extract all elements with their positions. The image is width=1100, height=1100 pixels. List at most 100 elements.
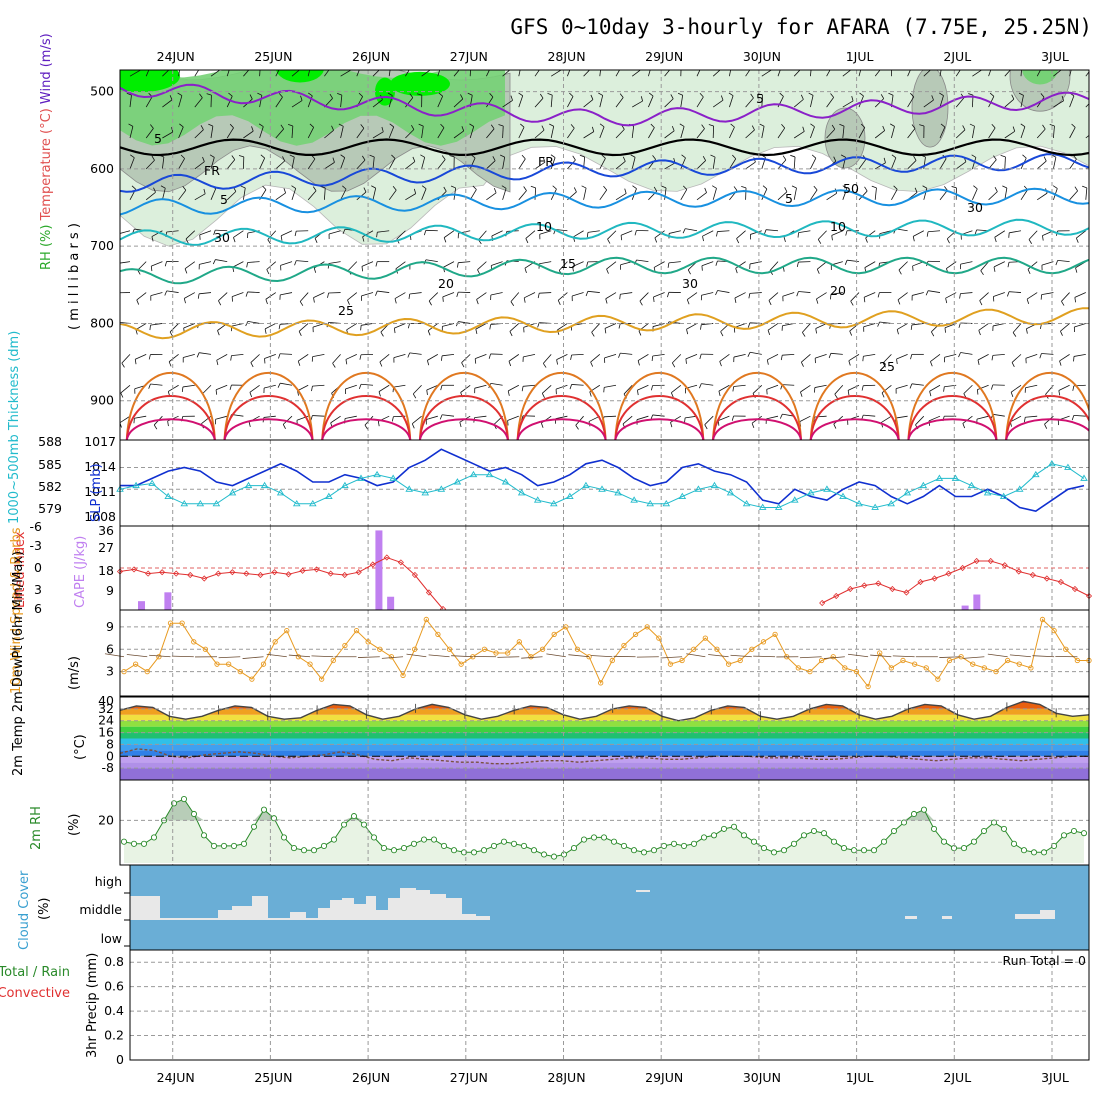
wind-barb [453, 98, 464, 108]
wind-barb-flag [730, 123, 735, 128]
wind-barb [668, 261, 681, 264]
wind-barb-flag [1012, 126, 1016, 132]
wind-barb-flag [363, 187, 367, 193]
wind-speed-point [388, 654, 395, 660]
wind-barb-flag [815, 328, 817, 334]
wind-barb [863, 353, 876, 357]
wind-barb [356, 159, 366, 170]
wind-barb [907, 128, 916, 139]
wind-barb-flag [1011, 362, 1015, 368]
wind-barb-flag [637, 390, 639, 396]
wind-barb [923, 188, 928, 200]
wind-barb-flag [833, 423, 837, 429]
wind-barb [150, 383, 163, 386]
wind-barb-flag [671, 362, 676, 368]
wind-barb [945, 292, 957, 299]
wind-barb [169, 323, 179, 333]
wind-barb-flag [1040, 93, 1045, 98]
wind-barb [150, 292, 163, 297]
wind-barb-flag [456, 292, 459, 298]
wind-barb [696, 96, 704, 108]
wind-barb [298, 323, 309, 332]
wind-barb [428, 292, 439, 302]
temperature-band [120, 738, 1089, 745]
wind-barb-flag [911, 124, 916, 129]
precip-legend-total: Total / Rain [0, 965, 70, 980]
wind-barb-flag [313, 267, 317, 273]
wind-barb-flag [233, 237, 236, 243]
wind-barb-flag [831, 124, 836, 130]
wind-barb [178, 126, 184, 139]
wind-barb-flag [507, 420, 509, 426]
wind-barb-flag [710, 154, 716, 158]
wind-barb [897, 292, 908, 301]
wind-barb [955, 161, 967, 170]
wind-barb [712, 188, 717, 200]
cloud-ylabel: Cloud Cover [17, 870, 32, 950]
wind-barb [412, 415, 422, 425]
wind-barb [782, 292, 795, 297]
warm-contour [614, 418, 705, 440]
chart-title: GFS 0~10day 3-hourly for AFARA (7.75E, 2… [510, 15, 1092, 39]
wind-barb [978, 323, 989, 331]
wind-barb-flag [701, 124, 705, 129]
wind-speed-point [353, 627, 360, 634]
surface-barb [242, 656, 264, 659]
slp-grid [120, 440, 1089, 526]
rh-point [830, 838, 838, 845]
wind-barb [502, 157, 506, 169]
wind-barb-flag [131, 185, 136, 190]
thickness-point [1015, 485, 1024, 492]
wind-barb [664, 187, 667, 200]
wind-barb-flag [945, 298, 948, 304]
wind-barb-flag [850, 64, 852, 69]
rh-column-core [1022, 70, 1058, 85]
wind-barb-flag [202, 156, 205, 162]
wind-speed-point [632, 631, 639, 638]
wind-barb [518, 127, 525, 139]
wind-barb-flag [946, 238, 950, 244]
wind-barb-flag [552, 185, 557, 190]
wind-barb-flag [1095, 158, 1096, 163]
wind-barb [717, 290, 730, 293]
wind-barb [1004, 156, 1006, 169]
wind-barb [1025, 353, 1038, 359]
day-label-top: 28JUN [547, 49, 585, 64]
contour-label: 20 [438, 276, 454, 291]
wind-barb [685, 353, 698, 360]
stability-grid [120, 526, 1089, 610]
wind-barb-flag [1074, 186, 1078, 192]
wind-barb [345, 354, 357, 360]
wind-barb [680, 126, 685, 139]
wind-barb [194, 161, 205, 170]
wind-barb [599, 95, 604, 108]
wind-barb [388, 126, 395, 139]
rh-point [640, 849, 648, 856]
wind-barb [604, 384, 617, 388]
thickness-point [485, 470, 494, 478]
day-label-top: 29JUN [645, 49, 683, 64]
wind-barb-flag [411, 124, 415, 130]
wind-barb [324, 162, 335, 170]
wind-barb-flag [817, 239, 822, 244]
lifted-index-point [355, 569, 362, 576]
surface-barb [590, 655, 613, 658]
wind-barb [184, 261, 196, 270]
wind-barb [210, 188, 217, 200]
wind-barb-flag [361, 155, 366, 161]
thickness-point [341, 481, 349, 489]
wind-barb-flag [150, 124, 154, 129]
wind-barb [1053, 100, 1064, 108]
thickness-point [807, 489, 815, 496]
wind-barb [717, 230, 730, 232]
wind-barb-flag [733, 186, 738, 191]
wind-barb-flag [667, 262, 670, 268]
wind-barb [178, 189, 187, 201]
wind-speed-point [853, 668, 860, 675]
wind-speed-point [295, 654, 302, 660]
thickness-point [309, 499, 317, 507]
rh-point [670, 840, 678, 847]
wind-barb-flag [240, 185, 246, 189]
wind-barb [712, 99, 724, 108]
